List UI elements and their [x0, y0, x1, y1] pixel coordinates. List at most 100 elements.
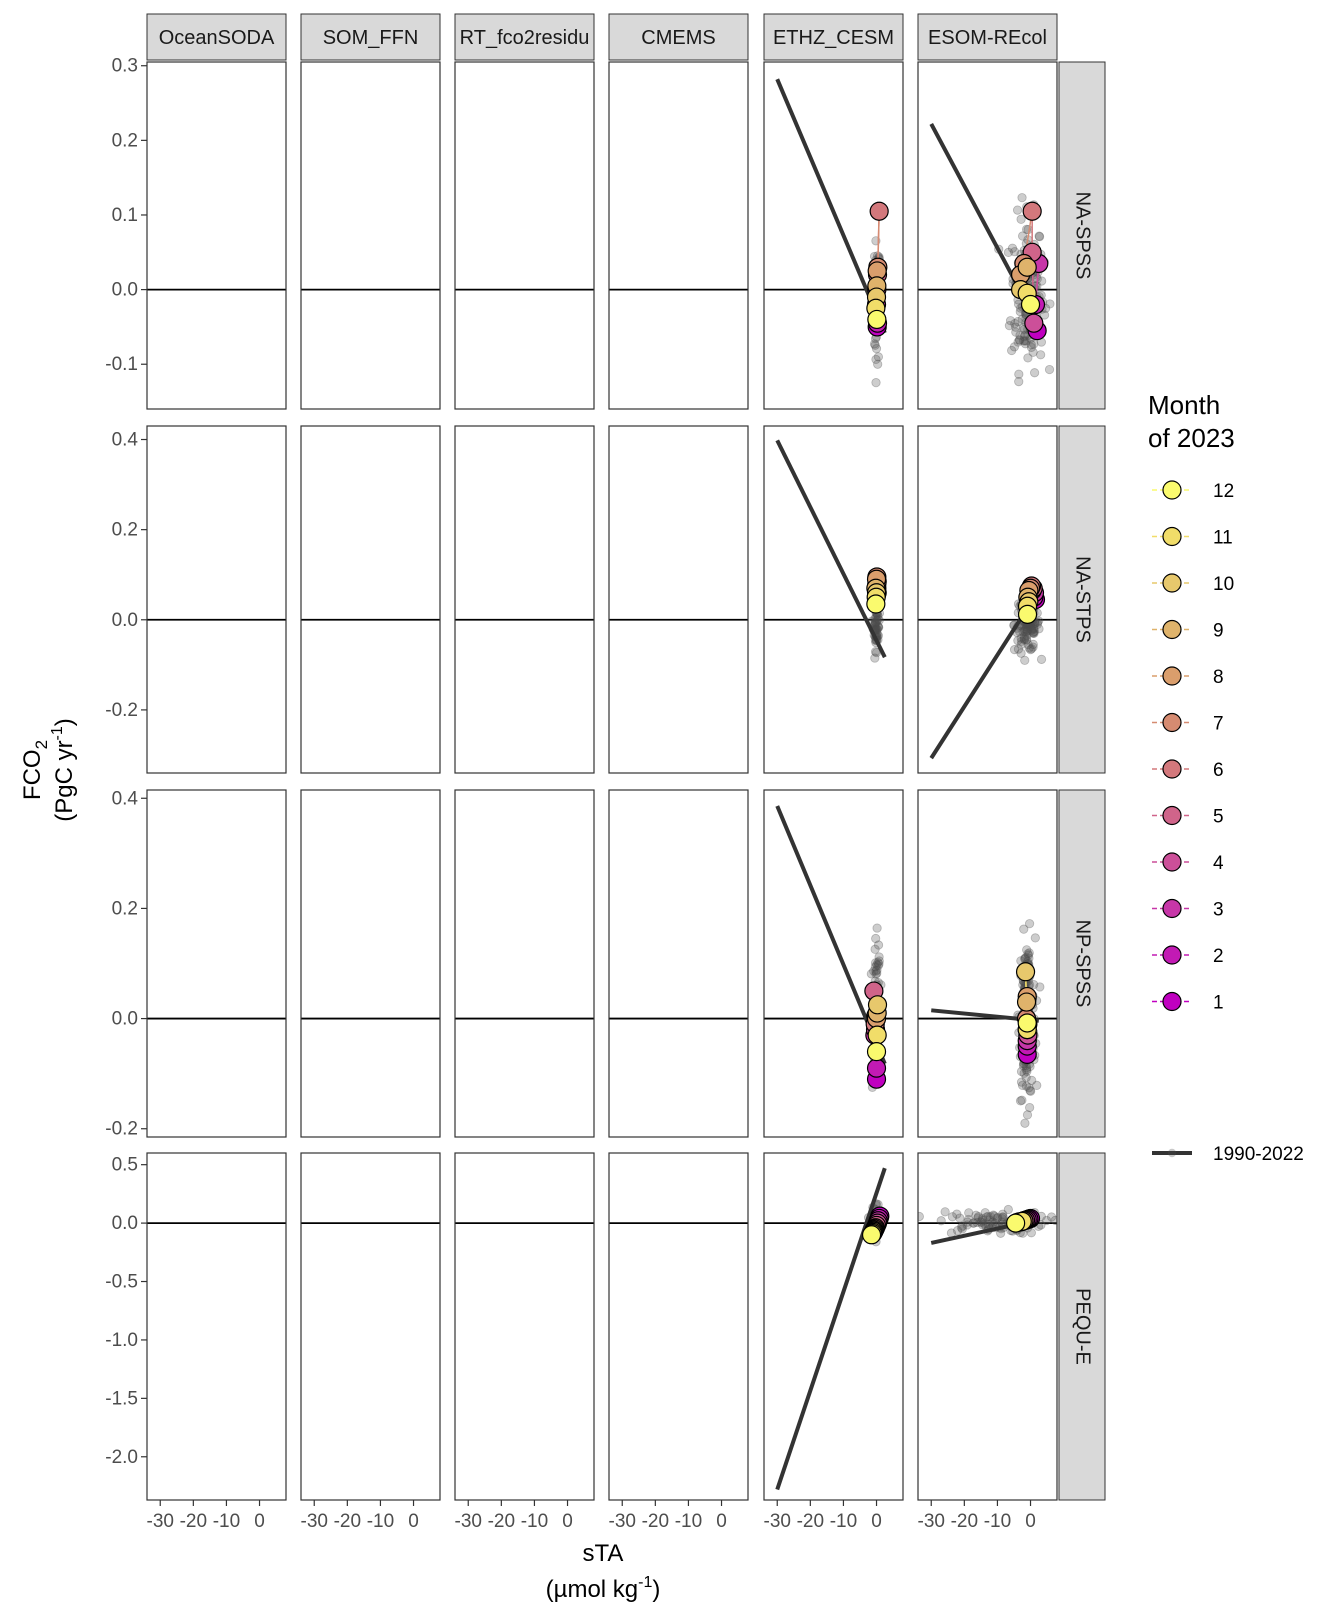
- panel-border: [454, 61, 595, 410]
- historical-point: [947, 1212, 958, 1222]
- historical-point: [985, 1212, 996, 1222]
- historical-point: [978, 1215, 988, 1226]
- historical-point: [1024, 953, 1034, 963]
- historical-point: [993, 1212, 1003, 1222]
- historical-point: [1026, 342, 1037, 353]
- historical-point: [997, 1214, 1007, 1224]
- trend-line: [775, 1167, 887, 1491]
- historical-point: [870, 958, 881, 968]
- y-tick-label: -2.0: [105, 1447, 138, 1468]
- historical-point: [1022, 626, 1033, 636]
- historical-point: [1022, 631, 1032, 641]
- x-tick-label: -10: [367, 1511, 394, 1532]
- y-tick-label: 0.3: [112, 56, 138, 77]
- panel-border: [917, 1152, 1058, 1501]
- strip-column-2: [300, 13, 441, 61]
- legend-label-month: 7: [1213, 714, 1224, 735]
- historical-point: [871, 378, 881, 388]
- historical-point: [1013, 316, 1023, 327]
- historical-point: [1022, 1066, 1032, 1076]
- historical-point: [998, 1212, 1008, 1222]
- legend-key-month-6: [1162, 759, 1182, 779]
- historical-point: [1014, 335, 1025, 345]
- y-tick-label: -0.2: [105, 700, 138, 721]
- historical-point: [1020, 631, 1030, 641]
- panel-background: [147, 790, 286, 1137]
- y-tick-label: 0.2: [112, 898, 138, 919]
- historical-point: [872, 960, 882, 970]
- historical-point: [1029, 624, 1039, 634]
- historical-point: [1019, 634, 1029, 644]
- trend-line: [775, 78, 887, 334]
- historical-point: [1003, 247, 1014, 257]
- historical-point: [872, 965, 882, 975]
- historical-point: [1015, 330, 1025, 340]
- y-tick-label: -0.2: [105, 1119, 138, 1140]
- month-point-12: [861, 1225, 882, 1245]
- historical-point: [969, 1218, 979, 1228]
- historical-point: [870, 619, 880, 629]
- legend-label-month: 12: [1213, 481, 1234, 502]
- historical-point: [1024, 1083, 1034, 1093]
- legend-label-month: 11: [1213, 528, 1233, 549]
- historical-point: [1026, 340, 1036, 350]
- y-tick-label: 0.0: [112, 610, 138, 631]
- svg-text:FCO2: FCO2: [19, 740, 51, 800]
- legend-key-month-11: [1162, 526, 1182, 547]
- historical-point: [1004, 321, 1015, 331]
- historical-point: [1019, 635, 1029, 645]
- historical-point: [1022, 1110, 1033, 1120]
- panel-background: [455, 1153, 594, 1500]
- trend-line: [775, 439, 887, 659]
- strip-column-6: [917, 13, 1058, 61]
- y-tick-label: -1.0: [105, 1330, 138, 1351]
- legend-key-month-4: [1162, 852, 1182, 872]
- historical-point: [1015, 335, 1025, 345]
- historical-point: [1017, 636, 1027, 646]
- historical-point: [983, 1211, 993, 1222]
- legend-label-baseline: 1990-2022: [1213, 1144, 1304, 1165]
- historical-point: [1042, 1215, 1052, 1226]
- historical-point: [952, 1209, 962, 1219]
- historical-point: [1024, 643, 1034, 653]
- x-tick-label: 0: [254, 1511, 265, 1532]
- legend-key-month-10: [1162, 573, 1182, 593]
- legend-label-month: 1: [1213, 993, 1224, 1014]
- historical-point: [1016, 648, 1026, 658]
- panel-border: [454, 1152, 595, 1501]
- historical-point: [1026, 1228, 1036, 1238]
- historical-point: [1021, 1065, 1032, 1075]
- strip-label-row: NA-STPS: [1072, 556, 1094, 643]
- historical-point: [971, 1210, 981, 1220]
- historical-point: [869, 339, 880, 349]
- legend-title-line1: Month: [1148, 390, 1220, 420]
- historical-point: [1022, 626, 1032, 637]
- y-axis-title: FCO2 (PgC yr-1): [19, 718, 78, 822]
- x-tick-label: -20: [951, 1511, 978, 1532]
- historical-point: [871, 354, 881, 365]
- strip-label-group: ETHZ_CESM: [773, 27, 894, 49]
- historical-point: [1019, 336, 1029, 346]
- historical-point: [1036, 654, 1047, 664]
- strip-label-row: PEQU-E: [1072, 1288, 1094, 1365]
- y-tick-label: -0.1: [105, 354, 138, 375]
- historical-point: [1016, 1066, 1027, 1077]
- historical-point: [871, 613, 881, 623]
- month-point-9: [1017, 257, 1037, 277]
- month-point-4: [1024, 313, 1044, 333]
- historical-point: [870, 618, 880, 628]
- historical-point: [1022, 945, 1032, 955]
- historical-point: [1036, 350, 1046, 360]
- facet-grid: OceanSODA SOM_FFN RT_fco2residu CMEMS ETHZ_C…: [105, 13, 1106, 1532]
- historical-point: [1023, 639, 1033, 650]
- historical-point: [1030, 368, 1040, 378]
- panel-background: [918, 790, 1057, 1137]
- historical-point: [1024, 948, 1034, 958]
- historical-point: [1005, 316, 1016, 326]
- historical-point: [976, 1218, 986, 1228]
- strip-row-3: [1058, 789, 1106, 1138]
- historical-point: [989, 1211, 999, 1221]
- x-tick-label: -10: [213, 1511, 240, 1532]
- historical-point: [962, 1217, 973, 1227]
